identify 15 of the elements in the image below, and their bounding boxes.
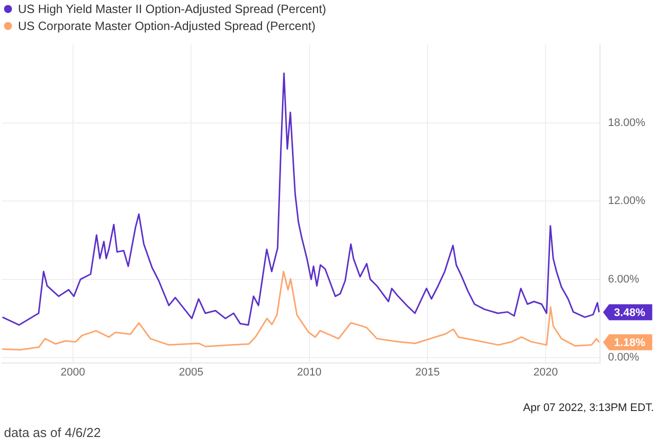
y-tick-label: 0.00% [608,352,640,364]
x-tick-label: 2015 [415,366,440,378]
y-tick-label: 6.00% [608,273,640,286]
legend-label: US Corporate Master Option-Adjusted Spread (Percent) [18,18,316,32]
x-tick-label: 2020 [533,366,558,378]
x-tick-label: 2010 [297,366,322,378]
x-tick-label: 2000 [60,366,86,378]
legend-label: US High Yield Master II Option-Adjusted Spread (Percent) [18,2,326,16]
text: Apr 07 2022, 3:13PM EDT. [523,402,654,414]
x-tick-label: 2005 [178,366,204,378]
annotation: 3.48% [614,307,646,320]
y-tick-label: 18.00% [608,116,646,129]
text: data as of 4/6/22 [4,425,101,440]
y-tick-label: 12.00% [608,195,646,208]
annotation: 1.18% [614,337,646,350]
